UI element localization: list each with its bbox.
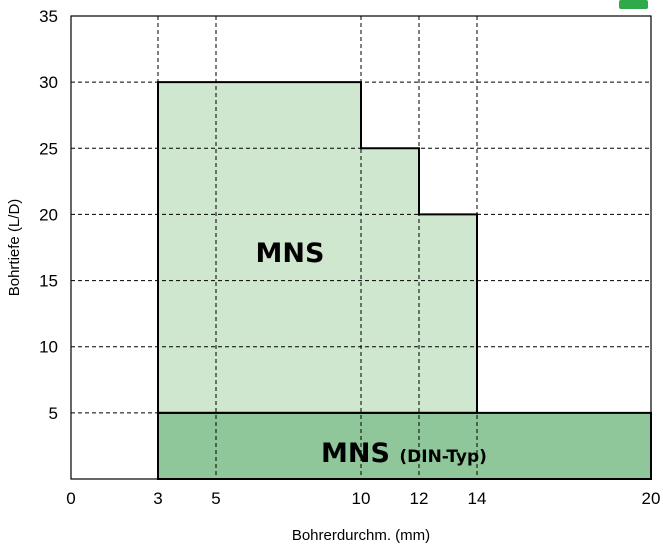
region-label-mns-din-sub: (DIN-Typ): [399, 447, 487, 467]
chart-regions: [158, 82, 651, 479]
x-tick-label: 10: [352, 489, 371, 508]
y-axis-label: Bohrtiefe (L/D): [6, 199, 23, 297]
x-tick-label: 0: [66, 489, 75, 508]
region-fill-mns: [158, 82, 477, 413]
region-outline-mns: [157, 81, 478, 414]
x-tick-label: 12: [410, 489, 429, 508]
y-tick-label: 30: [39, 73, 58, 92]
corner-badge-icon: [619, 0, 648, 9]
plot-frame: [70, 15, 652, 480]
x-axis-label: Bohrerdurchm. (mm): [292, 527, 430, 544]
x-tick-label: 3: [153, 489, 162, 508]
region-fill-mns-din: [158, 412, 651, 479]
y-tick-label: 5: [49, 404, 58, 423]
region-label-mns: MNS: [256, 238, 325, 269]
x-tick-label: 5: [211, 489, 220, 508]
y-tick-label: 15: [39, 272, 58, 291]
y-tick-label: 10: [39, 338, 58, 357]
region-label-mns-din-main: MNS: [321, 438, 399, 469]
x-tick-label: 14: [468, 489, 487, 508]
y-tick-label: 25: [39, 139, 58, 158]
y-tick-label: 20: [39, 205, 58, 224]
x-tick-label: 20: [642, 489, 661, 508]
x-tick-labels: 0 3 5 10 12 14 20: [66, 489, 660, 508]
y-tick-labels: 5 10 15 20 25 30 35: [39, 7, 58, 423]
y-tick-label: 35: [39, 7, 58, 26]
region-label-mns-din: MNS (DIN-Typ): [321, 438, 487, 469]
